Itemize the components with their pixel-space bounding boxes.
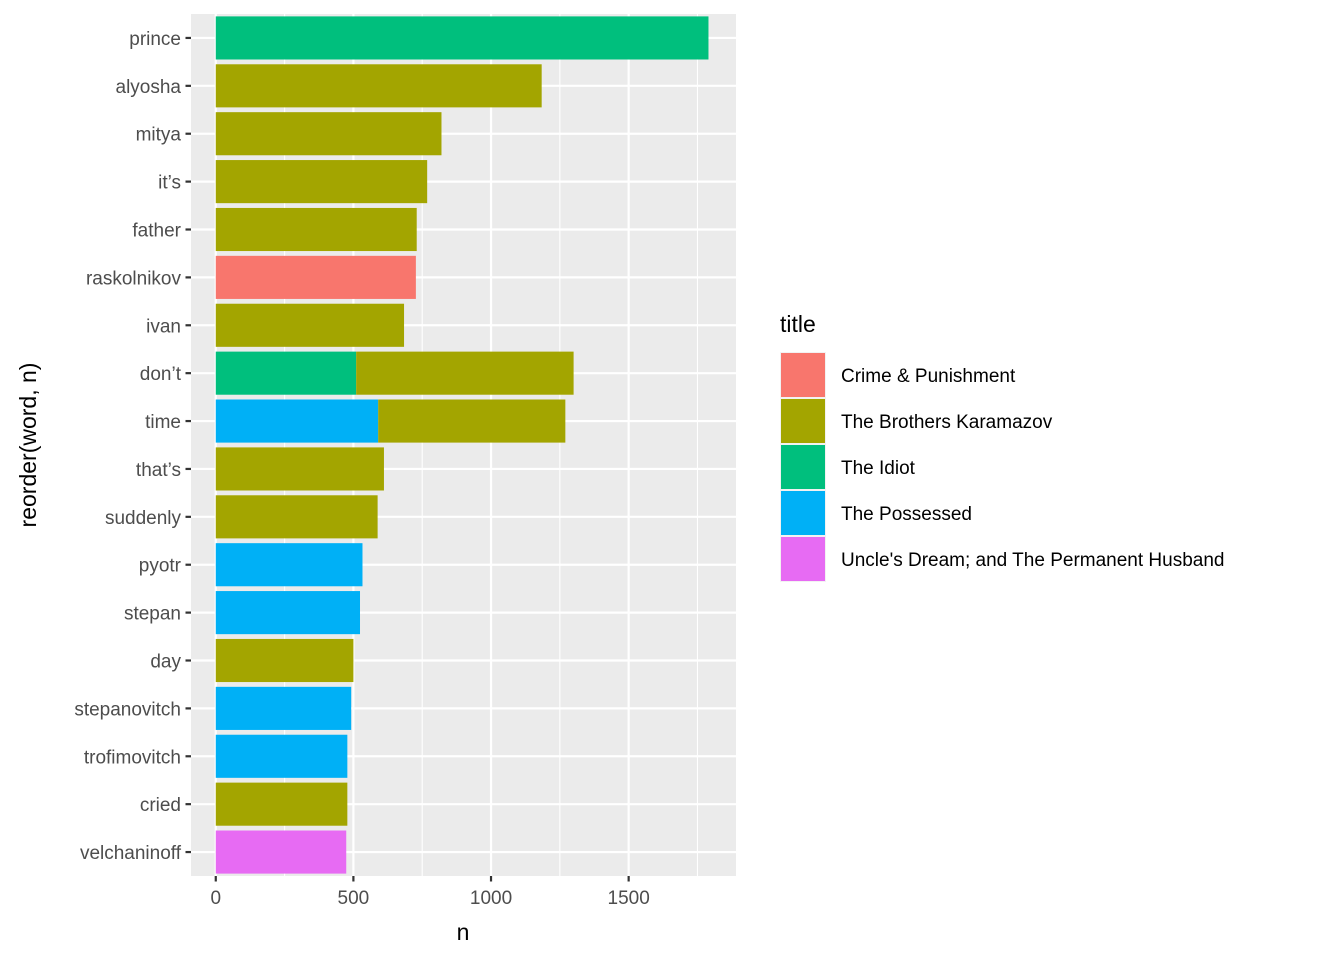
- x-axis-title: n: [457, 919, 470, 945]
- bar-father-the-brothers-karamazov: [215, 207, 417, 252]
- legend-label: The Brothers Karamazov: [841, 412, 1053, 433]
- legend-key-color: [781, 537, 825, 581]
- bar-stepanovitch-the-possessed: [215, 686, 352, 730]
- bar-ivan-the-brothers-karamazov: [215, 303, 405, 347]
- legend-label: Crime & Punishment: [841, 366, 1016, 387]
- legend-label: The Possessed: [841, 504, 972, 525]
- legend-key-color: [781, 491, 825, 535]
- y-tick-label: cried: [140, 795, 181, 816]
- bar-raskolnikov-crime---punishment: [215, 255, 416, 299]
- bar-velchaninoff-uncle-s-dream--and-the-permanent-husband: [215, 830, 347, 874]
- y-tick-label: velchaninoff: [80, 843, 182, 864]
- y-tick-label: day: [150, 652, 181, 673]
- panel-background: [191, 14, 736, 876]
- y-tick-label: ivan: [146, 316, 181, 337]
- bar-its-the-brothers-karamazov: [215, 160, 428, 204]
- y-axis-title: reorder(word, n): [15, 363, 41, 528]
- y-axis: prince alyosha mitya it’s father raskolnikov i…: [74, 29, 191, 864]
- y-tick-label: it’s: [158, 173, 181, 194]
- legend-key-color: [781, 399, 825, 443]
- bar-dont-the-idiot: [215, 351, 357, 395]
- y-tick-label: time: [145, 412, 181, 433]
- bar-dont-the-brothers-karamazov: [356, 351, 574, 395]
- y-tick-label: father: [132, 221, 181, 242]
- bar-trofimovitch-the-possessed: [215, 734, 348, 778]
- y-tick-label: don’t: [140, 364, 182, 385]
- y-tick-label: pyotr: [139, 556, 182, 577]
- y-tick-label: suddenly: [105, 508, 182, 529]
- bar-pyotr-the-possessed: [215, 543, 363, 587]
- legend-label: The Idiot: [841, 458, 916, 479]
- legend-title: title: [780, 311, 816, 337]
- y-tick-label: stepanovitch: [74, 699, 181, 720]
- y-tick-label: prince: [129, 29, 181, 50]
- bar-suddenly-the-brothers-karamazov: [215, 495, 378, 539]
- y-tick-label: trofimovitch: [84, 747, 181, 768]
- x-axis: 0 500 1000 1500: [210, 876, 650, 909]
- bar-cried-the-brothers-karamazov: [215, 782, 348, 826]
- y-tick-label: alyosha: [116, 77, 182, 98]
- legend: title Crime & Punishment The Brothers Kar…: [780, 311, 1224, 582]
- legend-key-color: [781, 353, 825, 397]
- grid-minor: [284, 14, 699, 876]
- x-tick-label: 1500: [608, 888, 650, 909]
- x-tick-label: 1000: [470, 888, 512, 909]
- bar-time-the-possessed: [215, 399, 379, 443]
- y-tick-label: stepan: [124, 604, 181, 625]
- bar-prince-the-idiot: [215, 16, 709, 60]
- y-tick-label: raskolnikov: [86, 268, 182, 289]
- y-tick-label: mitya: [136, 125, 182, 146]
- x-tick-label: 500: [338, 888, 370, 909]
- bar-alyosha-the-brothers-karamazov: [215, 64, 542, 108]
- legend-key-color: [781, 445, 825, 489]
- bar-stepan-the-possessed: [215, 591, 361, 635]
- bar-time-the-brothers-karamazov: [378, 399, 566, 443]
- y-tick-label: that’s: [136, 460, 181, 481]
- legend-label: Uncle's Dream; and The Permanent Husband: [841, 550, 1224, 571]
- bars: [215, 16, 709, 874]
- bar-mitya-the-brothers-karamazov: [215, 112, 442, 156]
- bar-thats-the-brothers-karamazov: [215, 447, 384, 491]
- bar-day-the-brothers-karamazov: [215, 638, 354, 683]
- x-tick-label: 0: [210, 888, 221, 909]
